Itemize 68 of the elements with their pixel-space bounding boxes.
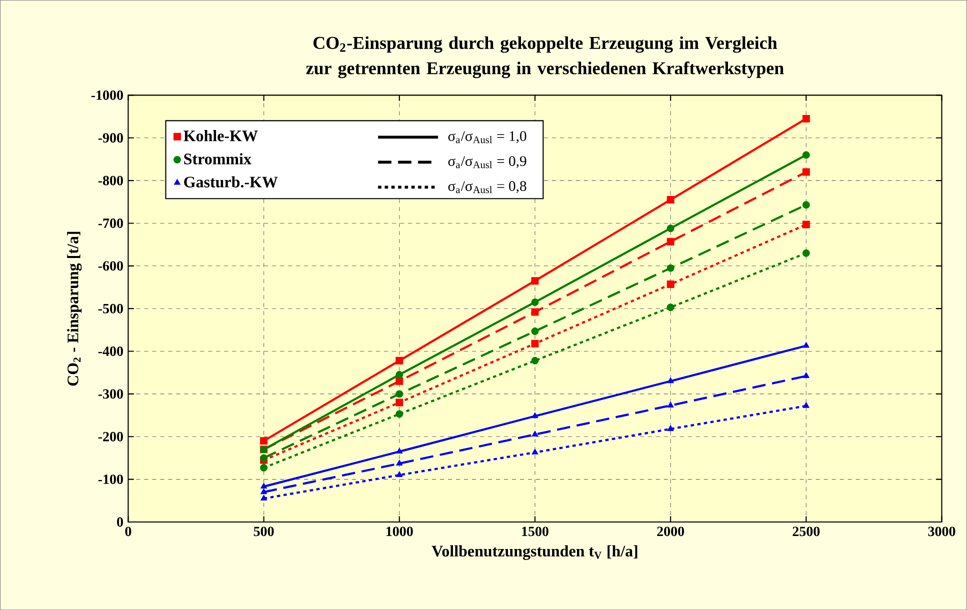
legend-label: Gasturb.-KW [184, 176, 278, 188]
point [666, 280, 674, 288]
point [802, 342, 810, 348]
point [666, 196, 674, 204]
point [396, 448, 403, 454]
x-tick-label: 500 [254, 526, 274, 536]
point [396, 370, 404, 378]
point [802, 249, 810, 257]
annotation: σ$_{a}$/σ$_{Ausl}$ = 0,8 [448, 181, 526, 194]
point [260, 488, 268, 494]
x-axis-title: Vollbenutzungstunden t$_{V}$ [h/a] [432, 545, 638, 560]
point [802, 168, 810, 176]
legend-label: Kohle-KW [184, 130, 258, 142]
y-tick-label: -800 [98, 176, 123, 186]
point [802, 402, 810, 408]
y-tick-label: -600 [98, 261, 123, 271]
y-tick-label: -700 [98, 218, 123, 228]
point [531, 340, 539, 348]
point [667, 377, 674, 384]
point [532, 430, 538, 436]
point [396, 377, 404, 385]
y-tick-label: -900 [98, 133, 123, 143]
y-axis-title: CO$_{2}$ - Einsparung [t/a] [67, 232, 82, 386]
annotation: σ$_{a}$/σ$_{Ausl}$ = 0,9 [448, 156, 526, 168]
y-tick-label: -300 [98, 389, 123, 399]
point [667, 425, 674, 431]
point [396, 471, 403, 477]
y-tick-label: 0 [117, 517, 123, 527]
point [666, 238, 674, 246]
point [531, 277, 539, 284]
point [396, 460, 403, 466]
x-tick-label: 3000 [928, 526, 956, 536]
point [802, 151, 810, 159]
point [802, 114, 810, 122]
point [260, 494, 268, 500]
point [666, 264, 674, 272]
x-tick-label: 2500 [792, 526, 820, 536]
point [396, 390, 404, 398]
point [396, 356, 404, 364]
annotation: σ$_{a}$/σ$_{Ausl}$ = 1,0 [448, 131, 526, 144]
y-tick-label: -100 [98, 474, 123, 484]
y-tick-label: -400 [98, 346, 123, 356]
point [396, 410, 404, 418]
point [802, 220, 810, 228]
point [666, 224, 674, 232]
y-tick-label: -1000 [91, 90, 123, 100]
point [260, 437, 268, 445]
legend-label: Strommix [184, 153, 252, 164]
point [532, 412, 538, 418]
point [532, 448, 538, 454]
x-tick-label: 1500 [522, 526, 548, 536]
point [396, 398, 404, 406]
point [531, 327, 539, 335]
point [531, 308, 539, 316]
y-tick-label: -200 [98, 432, 123, 442]
point [802, 201, 810, 209]
y-tick-label: -500 [98, 304, 123, 314]
point [667, 402, 674, 408]
point [260, 464, 268, 472]
x-tick-label: 0 [125, 526, 132, 536]
point [531, 298, 539, 306]
x-tick-label: 1000 [386, 526, 413, 536]
chart-title: CO$_{2}$-Einsparung durch gekoppelte Erzeugung im Vergleich zur getrennten Erzeugung in verschiedenen Kraftwerkstypen [306, 36, 784, 78]
point [802, 372, 810, 378]
x-tick-label: 2000 [657, 526, 684, 536]
point [531, 356, 539, 364]
point [260, 482, 268, 488]
point [666, 303, 674, 311]
